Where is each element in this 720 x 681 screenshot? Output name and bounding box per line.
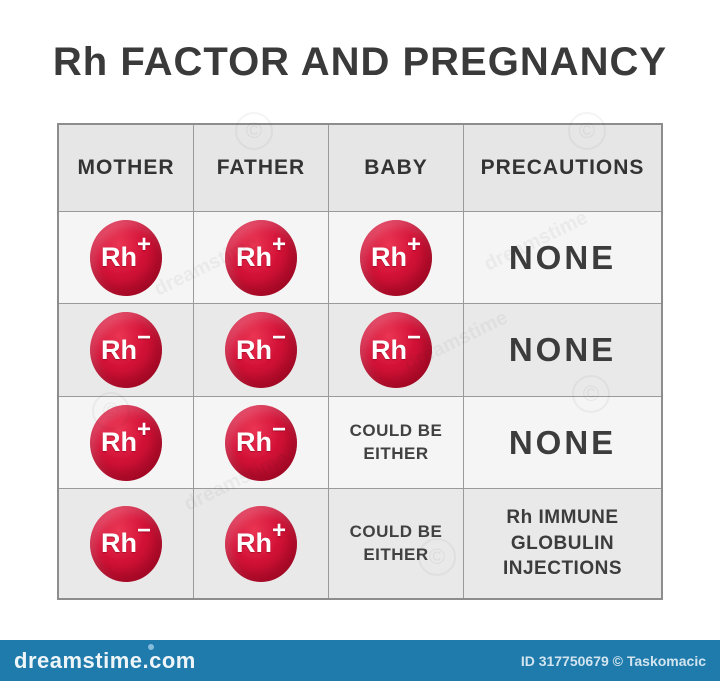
rh-badge-label: Rh− [100,517,151,558]
rh-positive-badge: Rh+ [360,219,432,296]
cell-row2-father: Rh− [194,304,328,396]
rh-negative-badge: Rh− [90,312,162,388]
header-cell-mother: MOTHER [59,125,193,211]
rh-negative-badge: Rh− [360,312,432,388]
cell-row3-precautions: NONE [464,397,661,488]
header-cell-father: FATHER [194,125,328,211]
cell-row3-mother: Rh+ [59,397,193,488]
precaution-text: NONE [508,238,617,276]
rh-badge-label: Rh− [235,416,286,457]
logo-dot-icon [148,643,154,650]
rh-positive-badge: Rh+ [225,219,297,296]
rh-badge-label: Rh+ [100,231,151,272]
cell-row2-baby: Rh− [329,304,463,396]
rh-badge-label: Rh+ [235,231,286,272]
rh-badge-label: Rh+ [370,231,421,272]
cell-row4-father: Rh+ [194,489,328,598]
precaution-text: Rh IMMUNE GLOBULIN INJECTIONS [502,507,623,580]
rh-negative-badge: Rh− [225,404,297,481]
stock-footer-bar: dreamstime.com ID 317750679 © Taskomacic [0,640,720,681]
baby-outcome-text: COULD BE EITHER [349,522,443,564]
cell-row4-mother: Rh− [59,489,193,598]
cell-row1-mother: Rh+ [59,212,193,303]
rh-badge-label: Rh− [370,323,421,365]
cell-row4-baby: COULD BE EITHER [329,489,463,598]
cell-row1-father: Rh+ [194,212,328,303]
rh-factor-table: MOTHER FATHER BABY PRECAUTIONS Rh+ Rh+ R… [57,123,663,600]
dreamstime-logo-text: dreamstime.com [14,647,196,673]
cell-row1-precautions: NONE [464,212,661,303]
rh-badge-label: Rh+ [100,416,151,457]
cell-row1-baby: Rh+ [329,212,463,303]
precaution-text: NONE [508,331,617,368]
rh-badge-label: Rh− [100,323,151,365]
cell-row2-precautions: NONE [464,304,661,396]
rh-positive-badge: Rh+ [90,219,162,296]
cell-row3-baby: COULD BE EITHER [329,397,463,488]
rh-positive-badge: Rh+ [225,505,297,582]
rh-negative-badge: Rh− [90,505,162,582]
header-cell-precautions: PRECAUTIONS [464,125,661,211]
precaution-text: NONE [508,423,617,461]
cell-row4-precautions: Rh IMMUNE GLOBULIN INJECTIONS [464,489,661,598]
rh-badge-label: Rh− [235,323,286,365]
infographic-title: Rh FACTOR AND PREGNANCY [52,40,668,84]
rh-badge-label: Rh+ [235,517,286,558]
baby-outcome-text: COULD BE EITHER [349,421,443,463]
image-credit-text: ID 317750679 © Taskomacic [520,652,706,669]
cell-row3-father: Rh− [194,397,328,488]
dreamstime-logo: dreamstime.com [14,643,196,674]
cell-row2-mother: Rh− [59,304,193,396]
rh-positive-badge: Rh+ [90,404,162,481]
header-cell-baby: BABY [329,125,463,211]
rh-negative-badge: Rh− [225,312,297,388]
